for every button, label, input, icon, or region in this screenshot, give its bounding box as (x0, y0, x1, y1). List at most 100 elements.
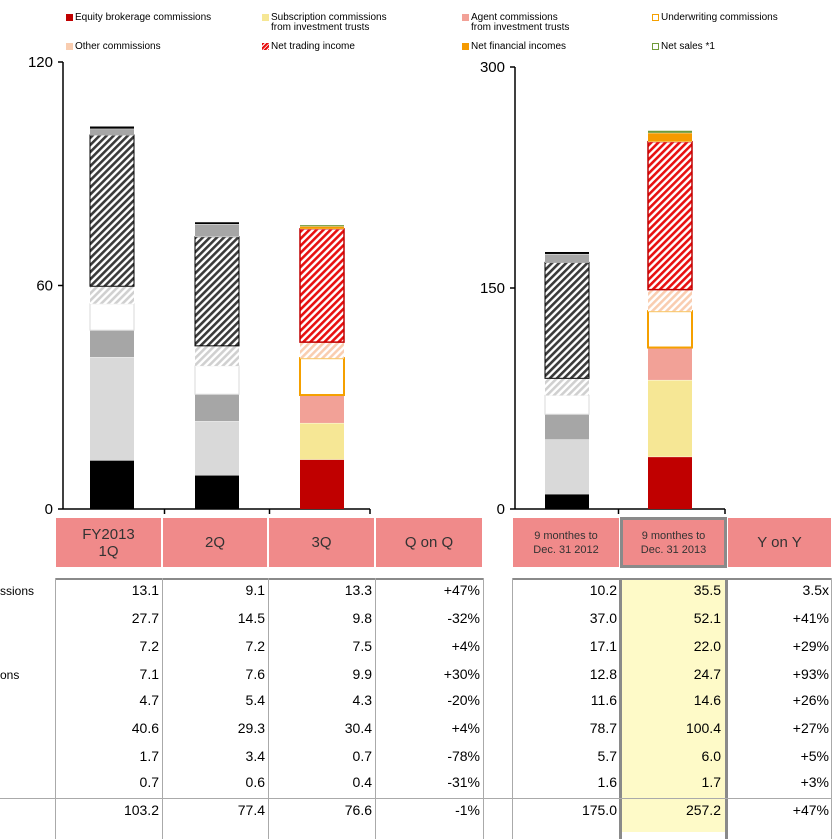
cell-y: 5.7 (597, 748, 617, 764)
header-line1: Y on Y (757, 534, 802, 551)
bar-segment (195, 224, 239, 237)
cell-q: 76.6 (344, 802, 372, 818)
cell-q: 7.1 (139, 666, 159, 682)
cell-y: +26% (792, 692, 829, 708)
table-top-border-y (512, 578, 832, 580)
bar-segment (545, 378, 589, 396)
header-line2: Dec. 31 2013 (640, 543, 707, 556)
cell-q: 13.3 (344, 582, 372, 598)
bar-segment (300, 226, 344, 229)
cell-q: 3.4 (245, 748, 265, 764)
legend-label: Agent commissions (471, 12, 558, 23)
bar-segment (544, 394, 590, 415)
cell-y: 78.7 (589, 720, 617, 736)
bar-segment (300, 459, 344, 509)
y-tick-label: 150 (480, 280, 505, 297)
cell-q: 14.5 (237, 610, 265, 626)
cell-q: 9.1 (245, 582, 265, 598)
cell-y: 24.7 (693, 666, 721, 682)
cell-q: 9.8 (352, 610, 372, 626)
cell-y: 257.2 (685, 802, 721, 818)
chart-svg: 0 60 120 0 150 300 (28, 54, 726, 518)
bar-segment (545, 414, 589, 440)
bar-segment (195, 221, 239, 225)
cell-y: 17.1 (589, 638, 617, 654)
y-tick-label: 0 (45, 501, 53, 518)
cell-y: 10.2 (589, 582, 617, 598)
cell-q: 27.7 (131, 610, 159, 626)
bar-segment (194, 365, 240, 395)
highlight-col-border-right (725, 578, 728, 839)
cell-q: 0.4 (352, 774, 372, 790)
cell-y: 1.6 (597, 774, 617, 790)
cell-q: 0.7 (352, 748, 372, 764)
cell-q: -78% (447, 748, 480, 764)
header-q-2: 3Q (268, 517, 375, 568)
cell-q: +4% (451, 638, 480, 654)
bar-segment (89, 134, 135, 287)
legend-swatch (462, 43, 469, 50)
cell-y: 3.5x (802, 582, 829, 598)
cell-q: 103.2 (123, 802, 159, 818)
bar-segment (648, 347, 692, 380)
legend-swatch (262, 14, 269, 21)
cell-q: 30.4 (344, 720, 372, 736)
bar-segment (195, 394, 239, 422)
legend-label: Other commissions (75, 41, 161, 52)
cell-y: 175.0 (581, 802, 617, 818)
cell-y: +93% (792, 666, 829, 682)
total-row-line (0, 798, 832, 799)
legend-swatch (462, 14, 469, 21)
cell-q: 7.2 (245, 638, 265, 654)
cell-q: -20% (447, 692, 480, 708)
grid-vline (483, 578, 484, 839)
cell-q: 7.6 (245, 666, 265, 682)
cell-q: 9.9 (352, 666, 372, 682)
highlight-col-border-left (619, 578, 622, 839)
legend-label-line2: from investment trusts (271, 22, 370, 33)
header-line1: 3Q (311, 534, 332, 551)
cell-q: +47% (443, 582, 480, 598)
y-tick-label: 300 (480, 59, 505, 76)
cell-q: 40.6 (131, 720, 159, 736)
cell-y: +29% (792, 638, 829, 654)
bar-segment (195, 345, 239, 366)
cell-q: -1% (455, 802, 480, 818)
legend-label: Underwriting commissions (661, 12, 778, 23)
row-label: ons (0, 668, 20, 682)
grid-vline (55, 578, 56, 839)
legend-label: Net sales *1 (661, 41, 715, 52)
bar-segment (300, 422, 344, 460)
table-top-border-q (55, 578, 483, 580)
cell-q: 13.1 (131, 582, 159, 598)
legend-label: Net financial incomes (471, 41, 567, 52)
legend-label: Equity brokerage commissions (75, 12, 212, 23)
bar-segment (648, 289, 692, 312)
cell-y: 22.0 (693, 638, 721, 654)
y-tick-label: 120 (28, 54, 53, 71)
bar-segment (90, 330, 134, 358)
cell-q: 4.3 (352, 692, 372, 708)
legend-swatch (652, 14, 659, 21)
cell-y: 37.0 (589, 610, 617, 626)
cell-y: 12.8 (589, 666, 617, 682)
legend-label-line2: from investment trusts (471, 22, 570, 33)
y-tick-label: 60 (36, 278, 53, 295)
grid-vline (268, 578, 269, 839)
cell-y: +41% (792, 610, 829, 626)
bar-segment (647, 140, 693, 291)
bar-segment (648, 132, 692, 142)
cell-y: 11.6 (590, 692, 617, 708)
header-q-0: FY2013 1Q (55, 517, 162, 568)
cell-y: +3% (800, 774, 829, 790)
cell-y: +47% (792, 802, 829, 818)
cell-q: -31% (447, 774, 480, 790)
cell-y: 14.6 (693, 692, 721, 708)
bar-segment (647, 310, 693, 349)
bar-segment (90, 357, 134, 461)
legend-swatch (66, 43, 73, 50)
header-y-2: Y on Y (727, 517, 832, 568)
cell-y: +27% (792, 720, 829, 736)
header-line1: FY2013 (82, 525, 135, 543)
bar-segment (545, 253, 589, 263)
